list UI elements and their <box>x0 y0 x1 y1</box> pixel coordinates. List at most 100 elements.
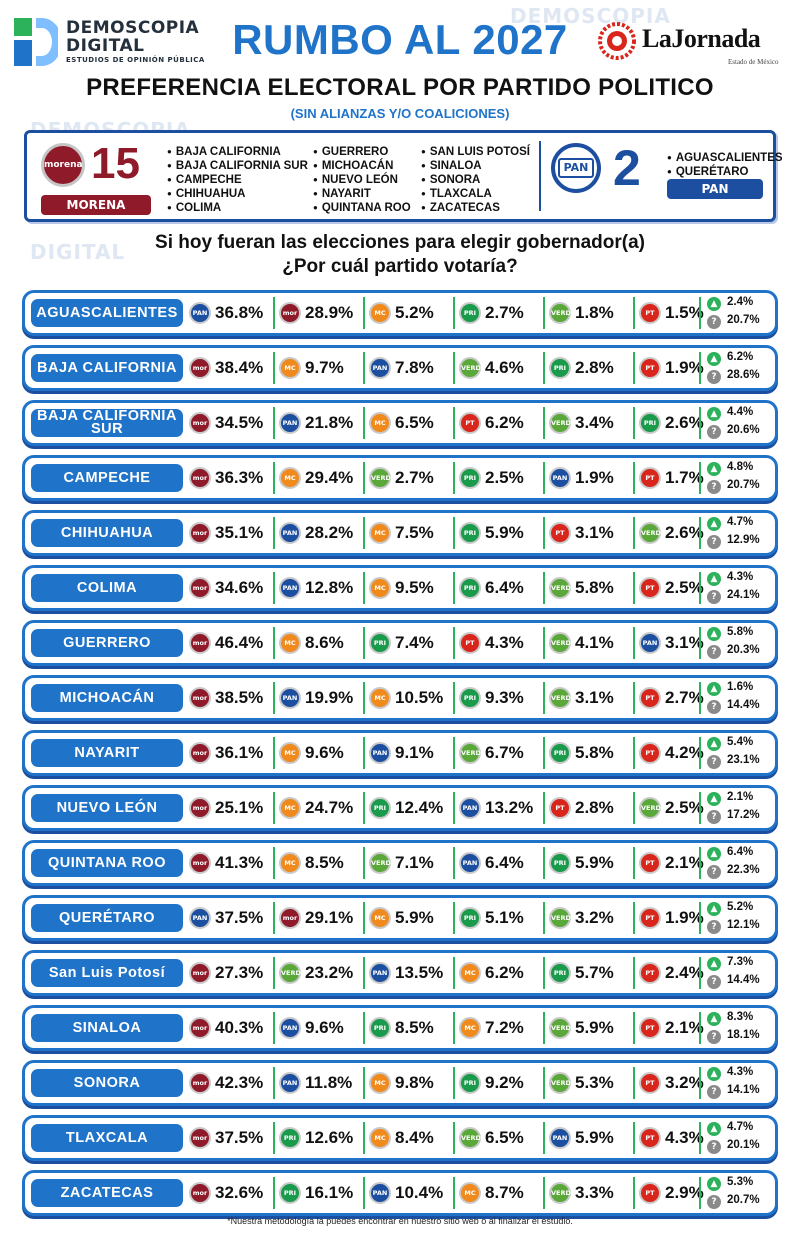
state-label[interactable]: BAJA CALIFORNIA <box>31 354 183 382</box>
party-result: PT 4.2% <box>639 742 729 766</box>
state-label[interactable]: San Luis Potosí <box>31 959 183 987</box>
column-divider <box>273 297 275 329</box>
column-divider <box>699 1122 701 1154</box>
state-label[interactable]: AGUASCALIENTES <box>31 299 183 327</box>
party-percentage: 8.5% <box>395 1018 434 1037</box>
party-result: PAN 9.1% <box>369 742 459 766</box>
state-label[interactable]: TLAXCALA <box>31 1124 183 1152</box>
column-divider <box>273 572 275 604</box>
pt-logo-icon: PT <box>639 852 661 874</box>
pt-logo-icon: PT <box>639 1182 661 1204</box>
undecided-percentage: 12.1% <box>727 919 760 931</box>
state-label[interactable]: QUINTANA ROO <box>31 849 183 877</box>
pt-logo-icon: PT <box>639 302 661 324</box>
party-result: PAN 12.8% <box>279 577 369 601</box>
column-divider <box>699 462 701 494</box>
pri-logo-icon: PRI <box>369 1017 391 1039</box>
column-divider <box>453 627 455 659</box>
undecided-line: ? 14.4% <box>705 699 775 715</box>
mc-logo-icon: MC <box>369 1072 391 1094</box>
state-label[interactable]: NAYARIT <box>31 739 183 767</box>
party-result: mor 37.5% <box>189 1127 279 1151</box>
state-label[interactable]: GUERRERO <box>31 629 183 657</box>
other-percentage: 6.4% <box>727 846 754 858</box>
party-result: PT 1.7% <box>639 467 729 491</box>
pvem-logo-icon: VERDE <box>369 852 395 874</box>
party-percentage: 13.2% <box>485 798 534 817</box>
party-result: PRI 5.1% <box>459 907 549 931</box>
column-divider <box>633 297 635 329</box>
column-divider <box>273 1067 275 1099</box>
party-result: PRI 12.4% <box>369 797 459 821</box>
state-label[interactable]: CAMPECHE <box>31 464 183 492</box>
state-label[interactable]: COLIMA <box>31 574 183 602</box>
list-item: COLIMA <box>167 201 308 215</box>
table-row: NAYARIT mor 36.1% MC 9.6% PAN 9.1% VERDE 6.7% PRI… <box>22 730 778 776</box>
state-label[interactable]: QUERÉTARO <box>31 904 183 932</box>
pt-logo-icon: PT <box>639 1127 661 1149</box>
pvem-logo-icon: VERDE <box>549 907 575 929</box>
column-divider <box>453 737 455 769</box>
demoscopia-d-icon <box>14 18 58 66</box>
party-percentage: 1.9% <box>665 358 704 377</box>
other-icon: ▲ <box>707 682 721 696</box>
party-result: VERDE 3.2% <box>549 907 639 931</box>
party-percentage: 3.1% <box>665 633 704 652</box>
question-line-1: Si hoy fueran las elecciones para elegir… <box>155 232 645 253</box>
party-percentage: 5.9% <box>575 1128 614 1147</box>
list-item: SINALOA <box>421 159 530 173</box>
mc-logo-icon: MC <box>369 577 391 599</box>
column-divider <box>453 792 455 824</box>
pan-logo-icon: PAN <box>369 357 391 379</box>
other-percentage: 4.3% <box>727 1066 754 1078</box>
party-result: MC 5.2% <box>369 302 459 326</box>
party-percentage: 7.5% <box>395 523 434 542</box>
column-divider <box>363 682 365 714</box>
party-result: VERDE 5.8% <box>549 577 639 601</box>
party-percentage: 10.4% <box>395 1183 444 1202</box>
party-percentage: 10.5% <box>395 688 444 707</box>
column-divider <box>699 297 701 329</box>
pri-logo-icon: PRI <box>459 522 481 544</box>
lajornada-seal-icon <box>598 22 636 60</box>
other-undecided: ▲ 4.4%? 20.6% <box>705 406 775 442</box>
party-result: mor 28.9% <box>279 302 369 326</box>
mc-logo-icon: MC <box>279 357 301 379</box>
party-percentage: 2.8% <box>575 358 614 377</box>
pt-logo-icon: PT <box>549 522 571 544</box>
mc-logo-icon: MC <box>369 522 391 544</box>
party-percentage: 1.9% <box>575 468 614 487</box>
state-label[interactable]: ZACATECAS <box>31 1179 183 1207</box>
party-result: VERDE 3.3% <box>549 1182 639 1206</box>
state-label[interactable]: BAJA CALIFORNIA SUR <box>31 409 183 437</box>
party-percentage: 5.9% <box>575 1018 614 1037</box>
party-percentage: 34.6% <box>215 578 264 597</box>
column-divider <box>699 737 701 769</box>
pri-logo-icon: PRI <box>279 1127 301 1149</box>
column-divider <box>633 737 635 769</box>
list-item: NAYARIT <box>313 187 411 201</box>
party-result: VERDE 4.6% <box>459 357 549 381</box>
other-undecided: ▲ 4.7%? 12.9% <box>705 516 775 552</box>
state-label[interactable]: SONORA <box>31 1069 183 1097</box>
party-result: mor 34.5% <box>189 412 279 436</box>
column-divider <box>363 1122 365 1154</box>
party-percentage: 1.7% <box>665 468 704 487</box>
pvem-logo-icon: VERDE <box>459 357 485 379</box>
mc-logo-icon: MC <box>459 962 481 984</box>
table-row: CHIHUAHUA mor 35.1% PAN 28.2% MC 7.5% PRI 5.9% PT… <box>22 510 778 556</box>
other-percentage: 5.8% <box>727 626 754 638</box>
state-label[interactable]: CHIHUAHUA <box>31 519 183 547</box>
pvem-logo-icon: VERDE <box>369 467 395 489</box>
party-percentage: 25.1% <box>215 798 264 817</box>
column-divider <box>453 407 455 439</box>
morena-logo-icon: mor <box>279 907 301 929</box>
column-divider <box>543 1067 545 1099</box>
state-label[interactable]: SINALOA <box>31 1014 183 1042</box>
party-percentage: 4.1% <box>575 633 614 652</box>
party-percentage: 29.4% <box>305 468 354 487</box>
party-result: PAN 13.2% <box>459 797 549 821</box>
state-label[interactable]: NUEVO LEÓN <box>31 794 183 822</box>
state-label[interactable]: MICHOACÁN <box>31 684 183 712</box>
mc-logo-icon: MC <box>279 797 301 819</box>
